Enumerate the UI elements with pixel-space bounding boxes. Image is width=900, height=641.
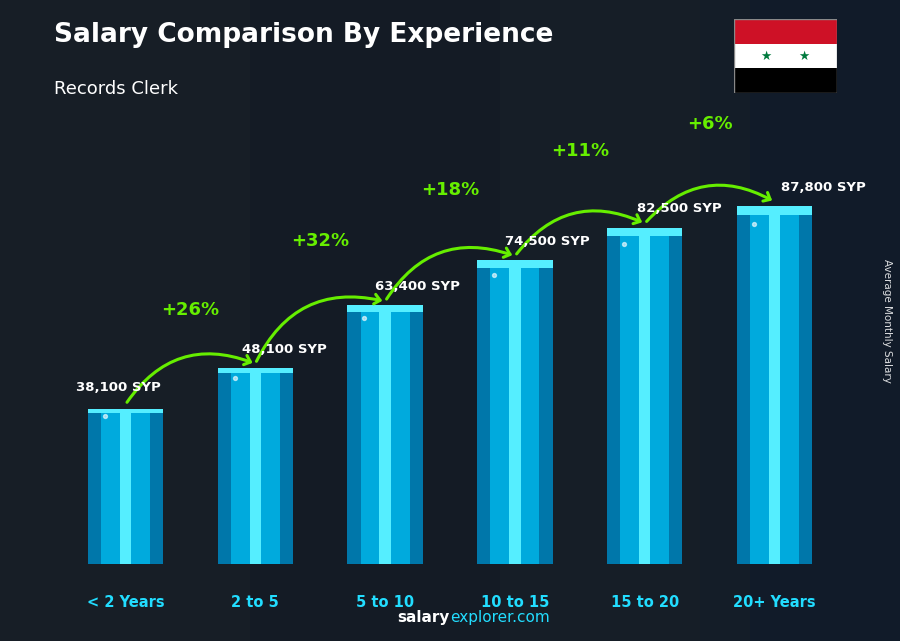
Text: 20+ Years: 20+ Years <box>734 595 816 610</box>
Point <box>228 372 242 383</box>
Text: 63,400 SYP: 63,400 SYP <box>374 280 460 293</box>
Text: 10 to 15: 10 to 15 <box>481 595 549 610</box>
Text: 2 to 5: 2 to 5 <box>231 595 279 610</box>
Point <box>616 239 631 249</box>
Text: Records Clerk: Records Clerk <box>54 80 178 98</box>
Text: +18%: +18% <box>421 181 479 199</box>
Text: Average Monthly Salary: Average Monthly Salary <box>881 258 892 383</box>
Text: 38,100 SYP: 38,100 SYP <box>76 381 161 394</box>
Text: 15 to 20: 15 to 20 <box>610 595 679 610</box>
Text: salary: salary <box>398 610 450 625</box>
Bar <box>734 69 837 93</box>
Text: ★: ★ <box>760 49 772 63</box>
Text: Salary Comparison By Experience: Salary Comparison By Experience <box>54 22 554 49</box>
Text: +32%: +32% <box>291 233 349 251</box>
Text: ★: ★ <box>798 49 810 63</box>
Text: +6%: +6% <box>687 115 733 133</box>
Point <box>97 412 112 422</box>
Text: < 2 Years: < 2 Years <box>86 595 164 610</box>
Text: 87,800 SYP: 87,800 SYP <box>781 181 866 194</box>
Bar <box>734 19 837 44</box>
Text: +11%: +11% <box>551 142 609 160</box>
Text: 82,500 SYP: 82,500 SYP <box>637 203 722 215</box>
Text: 5 to 10: 5 to 10 <box>356 595 414 610</box>
Text: 74,500 SYP: 74,500 SYP <box>505 235 590 248</box>
Point <box>487 271 501 281</box>
Point <box>747 219 761 229</box>
Point <box>357 313 372 324</box>
Text: explorer.com: explorer.com <box>450 610 550 625</box>
Text: +26%: +26% <box>161 301 220 319</box>
Text: 48,100 SYP: 48,100 SYP <box>242 343 327 356</box>
Bar <box>734 44 837 69</box>
